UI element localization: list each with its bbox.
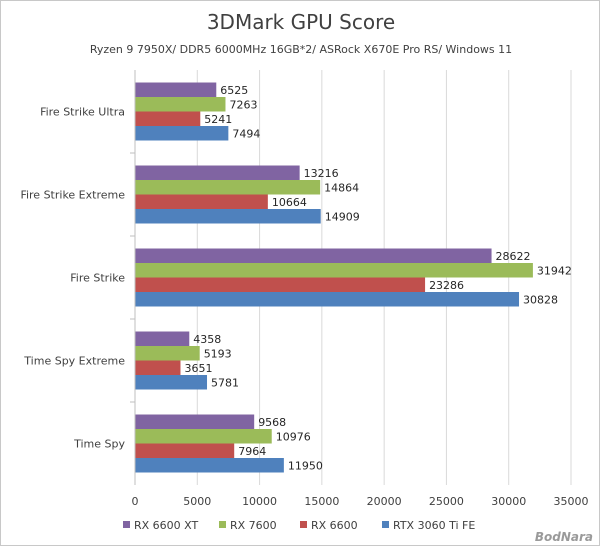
data-label-time-spy-extreme-rtx-3060-ti-fe: 5781 bbox=[211, 376, 239, 389]
legend-swatch-rx-6600-xt bbox=[123, 521, 130, 528]
category-label-fire-strike-extreme: Fire Strike Extreme bbox=[20, 189, 125, 202]
data-label-time-spy-rx-7600: 10976 bbox=[276, 430, 311, 443]
category-label-time-spy: Time Spy bbox=[73, 438, 125, 451]
bar-fire-strike-ultra-rx-6600-xt bbox=[135, 82, 217, 97]
data-label-fire-strike-rtx-3060-ti-fe: 30828 bbox=[523, 293, 558, 306]
bar-time-spy-rx-6600-xt bbox=[135, 414, 255, 429]
bar-time-spy-rtx-3060-ti-fe bbox=[135, 458, 284, 473]
data-label-time-spy-extreme-rx-7600: 5193 bbox=[204, 347, 232, 360]
x-tick-label-15000: 15000 bbox=[304, 495, 339, 508]
bar-fire-strike-rx-7600 bbox=[135, 263, 533, 278]
data-label-fire-strike-ultra-rx-6600: 5241 bbox=[204, 113, 232, 126]
legend: RX 6600 XT RX 7600 RX 6600 RTX 3060 Ti FE bbox=[123, 519, 475, 532]
legend-label-rx-6600: RX 6600 bbox=[311, 519, 358, 532]
chart-subtitle: Ryzen 9 7950X/ DDR5 6000MHz 16GB*2/ ASRo… bbox=[90, 43, 512, 56]
data-label-fire-strike-extreme-rx-6600: 10664 bbox=[272, 196, 307, 209]
category-label-time-spy-extreme: Time Spy Extreme bbox=[23, 355, 125, 368]
data-label-fire-strike-rx-6600: 23286 bbox=[429, 279, 464, 292]
bar-time-spy-rx-7600 bbox=[135, 429, 272, 444]
legend-label-rtx-3060-ti-fe: RTX 3060 Ti FE bbox=[393, 519, 475, 532]
x-tick-label-10000: 10000 bbox=[242, 495, 277, 508]
category-label-fire-strike: Fire Strike bbox=[70, 272, 125, 285]
bar-fire-strike-ultra-rx-7600 bbox=[135, 97, 226, 112]
legend-label-rx-7600: RX 7600 bbox=[230, 519, 277, 532]
bar-time-spy-rx-6600 bbox=[135, 443, 235, 458]
data-label-fire-strike-rx-7600: 31942 bbox=[537, 264, 572, 277]
bar-fire-strike-extreme-rtx-3060-ti-fe bbox=[135, 209, 321, 224]
x-tick-label-0: 0 bbox=[132, 495, 139, 508]
bar-time-spy-extreme-rx-6600-xt bbox=[135, 331, 190, 346]
bar-fire-strike-rx-6600 bbox=[135, 277, 426, 292]
data-label-fire-strike-ultra-rx-6600-xt: 6525 bbox=[220, 84, 248, 97]
category-label-fire-strike-ultra: Fire Strike Ultra bbox=[40, 106, 125, 119]
data-label-fire-strike-rx-6600-xt: 28622 bbox=[496, 250, 531, 263]
bar-time-spy-extreme-rx-6600 bbox=[135, 360, 181, 375]
legend-swatch-rtx-3060-ti-fe bbox=[382, 521, 389, 528]
bar-fire-strike-rtx-3060-ti-fe bbox=[135, 292, 520, 307]
data-label-fire-strike-ultra-rx-7600: 7263 bbox=[229, 98, 257, 111]
data-label-fire-strike-extreme-rx-7600: 14864 bbox=[324, 181, 359, 194]
bar-time-spy-extreme-rtx-3060-ti-fe bbox=[135, 375, 208, 390]
chart-title: 3DMark GPU Score bbox=[207, 10, 395, 34]
bar-fire-strike-extreme-rx-6600-xt bbox=[135, 165, 300, 180]
data-label-time-spy-rx-6600: 7964 bbox=[238, 445, 266, 458]
x-tick-label-5000: 5000 bbox=[183, 495, 211, 508]
bar-fire-strike-extreme-rx-7600 bbox=[135, 180, 321, 195]
bar-fire-strike-extreme-rx-6600 bbox=[135, 194, 268, 209]
axes: 0 5000 10000 15000 20000 25000 30000 35000 Fire … bbox=[20, 70, 589, 508]
legend-label-rx-6600-xt: RX 6600 XT bbox=[134, 519, 199, 532]
x-tick-label-35000: 35000 bbox=[554, 495, 589, 508]
data-label-time-spy-rtx-3060-ti-fe: 11950 bbox=[288, 459, 323, 472]
data-label-time-spy-extreme-rx-6600: 3651 bbox=[184, 362, 212, 375]
bar-time-spy-extreme-rx-7600 bbox=[135, 346, 200, 361]
x-tick-label-30000: 30000 bbox=[491, 495, 526, 508]
bar-fire-strike-ultra-rtx-3060-ti-fe bbox=[135, 126, 229, 141]
data-label-fire-strike-extreme-rtx-3060-ti-fe: 14909 bbox=[325, 210, 360, 223]
data-label-fire-strike-ultra-rtx-3060-ti-fe: 7494 bbox=[232, 127, 260, 140]
legend-swatch-rx-6600 bbox=[300, 521, 307, 528]
x-tick-label-25000: 25000 bbox=[429, 495, 464, 508]
data-label-time-spy-rx-6600-xt: 9568 bbox=[258, 416, 286, 429]
bar-fire-strike-ultra-rx-6600 bbox=[135, 111, 201, 126]
legend-swatch-rx-7600 bbox=[219, 521, 226, 528]
watermark-logo: BodNara bbox=[535, 530, 593, 544]
x-tick-label-20000: 20000 bbox=[367, 495, 402, 508]
data-label-fire-strike-extreme-rx-6600-xt: 13216 bbox=[304, 167, 339, 180]
data-label-time-spy-extreme-rx-6600-xt: 4358 bbox=[193, 333, 221, 346]
bar-fire-strike-rx-6600-xt bbox=[135, 248, 492, 263]
